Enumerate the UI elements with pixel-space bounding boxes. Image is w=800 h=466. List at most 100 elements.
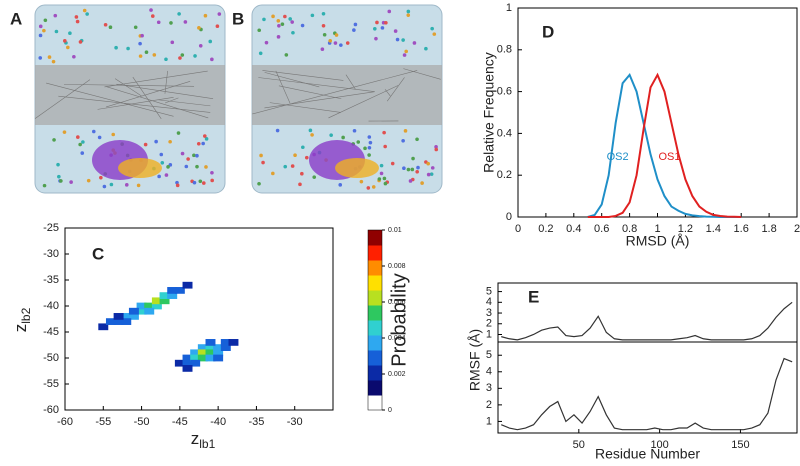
ion bbox=[184, 20, 188, 24]
y-tick-label: 0.6 bbox=[497, 86, 512, 98]
x-tick-label: 0.4 bbox=[566, 223, 581, 235]
ion bbox=[403, 53, 407, 57]
ion bbox=[384, 21, 388, 25]
colorbar-block bbox=[368, 335, 382, 351]
ion bbox=[288, 17, 292, 21]
ion bbox=[160, 161, 164, 165]
ion bbox=[157, 175, 161, 179]
ion bbox=[285, 53, 289, 57]
ion bbox=[114, 46, 118, 50]
y-tick-label: 5 bbox=[486, 349, 492, 361]
ion bbox=[300, 172, 304, 176]
y-tick-label: 2 bbox=[486, 399, 492, 411]
ion bbox=[404, 50, 408, 54]
ion bbox=[329, 133, 333, 137]
x-tick-label: 1.4 bbox=[706, 223, 721, 235]
y-tick-label: 4 bbox=[486, 366, 492, 378]
y-tick-label: 1 bbox=[506, 2, 512, 14]
ion bbox=[367, 186, 371, 190]
ion bbox=[43, 184, 47, 188]
x-axis-label: Residue Number bbox=[595, 446, 700, 461]
ion bbox=[55, 30, 59, 34]
colorbar-block bbox=[368, 380, 382, 396]
ion bbox=[195, 165, 199, 169]
ion bbox=[434, 148, 438, 152]
y-label-sub: lb2 bbox=[19, 307, 33, 323]
ion bbox=[415, 170, 419, 174]
ion bbox=[63, 130, 67, 134]
ion bbox=[39, 34, 43, 38]
ion bbox=[380, 164, 384, 168]
ion bbox=[72, 55, 76, 59]
x-axis-label: zlb1 bbox=[191, 429, 216, 451]
ion bbox=[203, 134, 207, 138]
y-axis-label: zlb2 bbox=[11, 307, 33, 332]
membrane bbox=[252, 65, 442, 125]
x-tick-label: -55 bbox=[95, 416, 111, 428]
ion bbox=[321, 47, 325, 51]
ion bbox=[165, 173, 169, 177]
ion bbox=[401, 38, 405, 42]
series-line bbox=[501, 302, 792, 340]
ion bbox=[76, 135, 80, 139]
ion bbox=[309, 129, 313, 133]
ion bbox=[283, 15, 287, 19]
ion bbox=[92, 130, 96, 134]
y-axis-label: Relative Frequency bbox=[481, 52, 497, 173]
ion bbox=[271, 15, 275, 19]
ion bbox=[401, 139, 405, 143]
ion bbox=[68, 31, 72, 35]
ion bbox=[415, 137, 419, 141]
ion bbox=[291, 31, 295, 35]
ion bbox=[144, 143, 148, 147]
y-tick-label: -60 bbox=[43, 404, 59, 416]
ion bbox=[407, 10, 411, 14]
ion bbox=[204, 165, 208, 169]
ion bbox=[311, 14, 315, 18]
y-tick-label: 3 bbox=[486, 382, 492, 394]
ion bbox=[76, 20, 80, 24]
x-tick-label: -35 bbox=[248, 416, 264, 428]
y-tick-label: 0.4 bbox=[497, 127, 512, 139]
y-tick-label: -45 bbox=[43, 326, 59, 338]
ion bbox=[197, 142, 201, 146]
heat-cell bbox=[129, 308, 139, 315]
ion bbox=[341, 136, 345, 140]
ion bbox=[154, 140, 158, 144]
ion bbox=[199, 180, 203, 184]
x-tick-label: 50 bbox=[573, 439, 585, 451]
ion bbox=[382, 131, 386, 135]
ion bbox=[396, 38, 400, 42]
ion bbox=[363, 147, 367, 151]
ion bbox=[360, 180, 364, 184]
ion bbox=[407, 168, 411, 172]
ion bbox=[177, 12, 181, 16]
ion bbox=[53, 14, 57, 18]
ion bbox=[368, 135, 372, 139]
ion bbox=[353, 129, 357, 133]
ion bbox=[322, 24, 326, 28]
ion bbox=[81, 140, 85, 144]
ion bbox=[305, 156, 309, 160]
ion bbox=[59, 179, 63, 183]
plot-frame bbox=[65, 228, 333, 410]
ion bbox=[271, 172, 275, 176]
ion bbox=[52, 138, 56, 142]
ion bbox=[125, 183, 129, 187]
heat-cell bbox=[213, 355, 223, 362]
ion bbox=[85, 12, 89, 16]
heat-cell bbox=[183, 282, 193, 289]
ion bbox=[293, 153, 297, 157]
ion bbox=[261, 161, 265, 165]
heat-cell bbox=[206, 339, 216, 346]
colorbar-block bbox=[368, 290, 382, 306]
x-tick-label: 0.2 bbox=[538, 223, 553, 235]
ion bbox=[202, 181, 206, 185]
ion bbox=[103, 185, 107, 189]
ion bbox=[375, 21, 379, 25]
ion bbox=[98, 136, 102, 140]
protein bbox=[335, 158, 379, 178]
ion bbox=[39, 25, 43, 29]
ion bbox=[208, 40, 212, 44]
ion bbox=[210, 171, 214, 175]
